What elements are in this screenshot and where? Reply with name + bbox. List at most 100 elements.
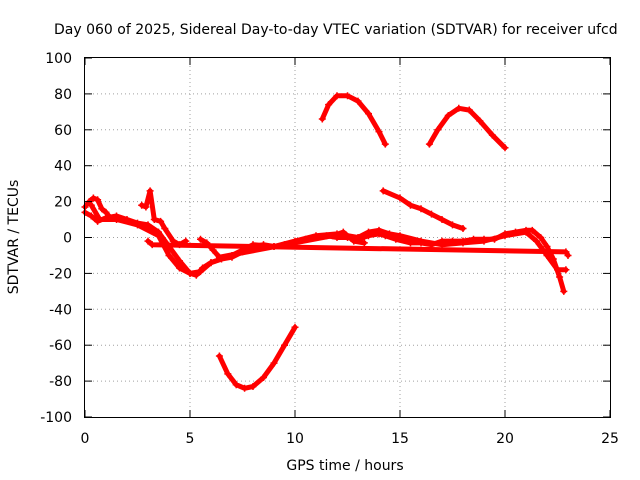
data-point	[465, 106, 473, 114]
data-point	[318, 115, 326, 123]
x-tick-label: 20	[496, 431, 514, 447]
data-point	[556, 273, 564, 281]
data-point	[488, 131, 496, 139]
data-point	[459, 225, 467, 233]
data-point	[438, 241, 446, 249]
series-descending-track	[379, 187, 467, 233]
data-point	[360, 239, 368, 247]
y-tick-label: -20	[49, 266, 72, 282]
data-point	[350, 237, 358, 245]
series-main-b	[87, 201, 570, 277]
data-point	[270, 359, 278, 367]
chart-title: Day 060 of 2025, Sidereal Day-to-day VTE…	[54, 22, 618, 38]
data-point	[354, 97, 362, 105]
data-point	[142, 203, 150, 211]
data-point	[434, 126, 442, 134]
data-point	[564, 251, 572, 259]
data-series	[81, 92, 572, 392]
data-point	[165, 251, 173, 259]
data-point	[562, 248, 570, 256]
data-point	[501, 144, 509, 152]
data-point	[444, 111, 452, 119]
data-point	[375, 128, 383, 136]
data-point	[396, 232, 404, 240]
data-point	[197, 268, 204, 276]
y-tick-label: -100	[40, 410, 72, 426]
x-tick-label: 15	[391, 431, 409, 447]
data-point	[417, 237, 425, 245]
series-line	[216, 324, 298, 391]
data-point	[96, 216, 104, 224]
data-point	[428, 210, 435, 218]
data-point	[365, 228, 372, 236]
data-point	[476, 117, 484, 125]
data-point	[543, 242, 551, 250]
data-point	[89, 194, 97, 202]
data-point	[449, 221, 456, 229]
data-point	[560, 287, 568, 295]
data-point	[344, 92, 351, 100]
y-axis-label: SDTVAR / TECUs	[6, 180, 22, 295]
data-point	[480, 237, 488, 245]
data-point	[176, 257, 183, 265]
data-point	[146, 187, 154, 195]
data-point	[417, 205, 425, 213]
y-tick-label: 100	[45, 51, 72, 67]
data-point	[186, 269, 194, 277]
series-line	[426, 105, 508, 151]
series-line	[319, 93, 388, 147]
data-point	[224, 370, 232, 378]
data-point	[339, 228, 347, 236]
y-tick-label: -40	[49, 302, 72, 318]
data-point	[501, 232, 509, 240]
data-point	[325, 101, 333, 109]
data-point	[161, 225, 169, 233]
data-point	[197, 235, 204, 243]
data-point	[87, 212, 95, 220]
data-point	[291, 323, 299, 331]
data-point	[249, 382, 257, 390]
data-point	[562, 266, 570, 274]
data-point	[138, 201, 146, 209]
series-line	[380, 188, 466, 231]
data-point	[365, 110, 372, 118]
data-point	[329, 232, 337, 240]
data-point	[232, 381, 240, 389]
data-point	[381, 140, 389, 148]
data-point	[554, 266, 561, 274]
data-point	[260, 374, 267, 382]
data-point	[241, 384, 249, 392]
plot-frame	[84, 57, 611, 418]
data-point	[215, 352, 223, 360]
series-arc-evening	[425, 104, 509, 152]
y-tick-label: -80	[49, 374, 72, 390]
data-point	[155, 232, 162, 240]
data-point	[528, 226, 536, 234]
data-point	[386, 230, 393, 238]
data-point	[333, 92, 341, 100]
y-tick-label: 80	[54, 87, 72, 103]
data-point	[98, 205, 106, 213]
data-point	[148, 241, 156, 249]
x-tick-label: 10	[286, 431, 304, 447]
data-point	[144, 237, 152, 245]
x-tick-label: 0	[81, 431, 90, 447]
y-tick-label: 20	[54, 195, 72, 211]
data-point	[533, 237, 540, 245]
data-point	[425, 140, 433, 148]
data-point	[157, 217, 165, 225]
data-point	[459, 239, 467, 247]
axis-ticks: 0 5 10 15 20 25 -100 -80 -60 -40 -20 0 20 40 60 80 100	[40, 51, 619, 447]
y-tick-label: 0	[63, 231, 72, 247]
data-point	[522, 228, 530, 236]
data-point	[176, 264, 183, 272]
data-point	[379, 187, 387, 195]
y-tick-label: -60	[49, 338, 72, 354]
data-point	[207, 259, 215, 267]
series-line	[145, 238, 571, 258]
data-point	[281, 341, 288, 349]
y-tick-label: 40	[54, 159, 72, 175]
data-point	[144, 221, 152, 229]
x-tick-label: 25	[601, 431, 619, 447]
